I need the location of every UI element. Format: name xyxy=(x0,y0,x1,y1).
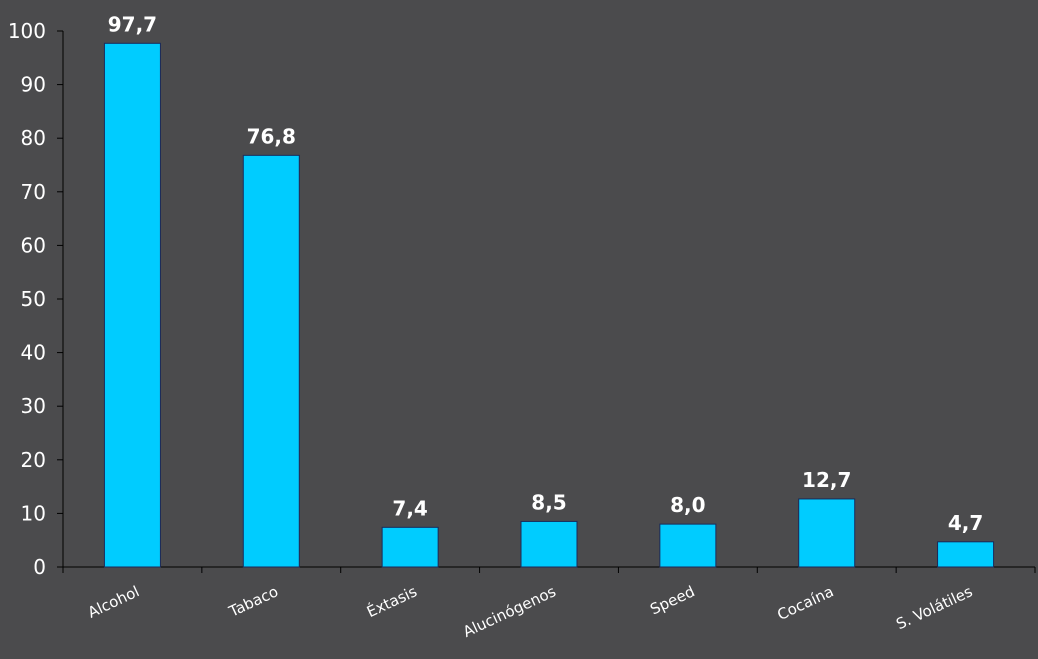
bar xyxy=(520,520,578,568)
y-tick-label: 70 xyxy=(21,180,46,204)
bar xyxy=(381,526,439,568)
bar xyxy=(659,523,717,568)
data-label: 8,5 xyxy=(531,490,566,514)
category-label: Éxtasis xyxy=(364,581,420,621)
category-label: Alcohol xyxy=(85,582,142,621)
y-tick-label: 60 xyxy=(21,233,46,257)
category-label: Alucinógenos xyxy=(460,582,559,641)
bars xyxy=(103,42,995,568)
bar xyxy=(937,541,995,568)
bar xyxy=(798,498,856,568)
y-tick-label: 100 xyxy=(8,19,46,43)
data-label: 8,0 xyxy=(670,493,705,517)
data-label: 7,4 xyxy=(392,496,427,520)
y-tick-label: 40 xyxy=(21,341,46,365)
y-tick-label: 80 xyxy=(21,126,46,150)
category-label: Speed xyxy=(647,582,697,618)
y-tick-label: 30 xyxy=(21,394,46,418)
data-label: 76,8 xyxy=(247,124,296,148)
y-tick-label: 90 xyxy=(21,73,46,97)
data-label: 4,7 xyxy=(948,511,983,535)
category-label: Tabaco xyxy=(225,582,281,621)
bar xyxy=(103,42,161,568)
y-tick-label: 10 xyxy=(21,501,46,525)
category-label: Cocaína xyxy=(774,582,836,624)
y-tick-label: 20 xyxy=(21,448,46,472)
data-label: 97,7 xyxy=(108,12,157,36)
y-tick-label: 0 xyxy=(33,555,46,579)
bar xyxy=(242,154,300,568)
data-label: 12,7 xyxy=(802,468,851,492)
y-tick-label: 50 xyxy=(21,287,46,311)
category-label: S. Volátiles xyxy=(893,582,975,633)
